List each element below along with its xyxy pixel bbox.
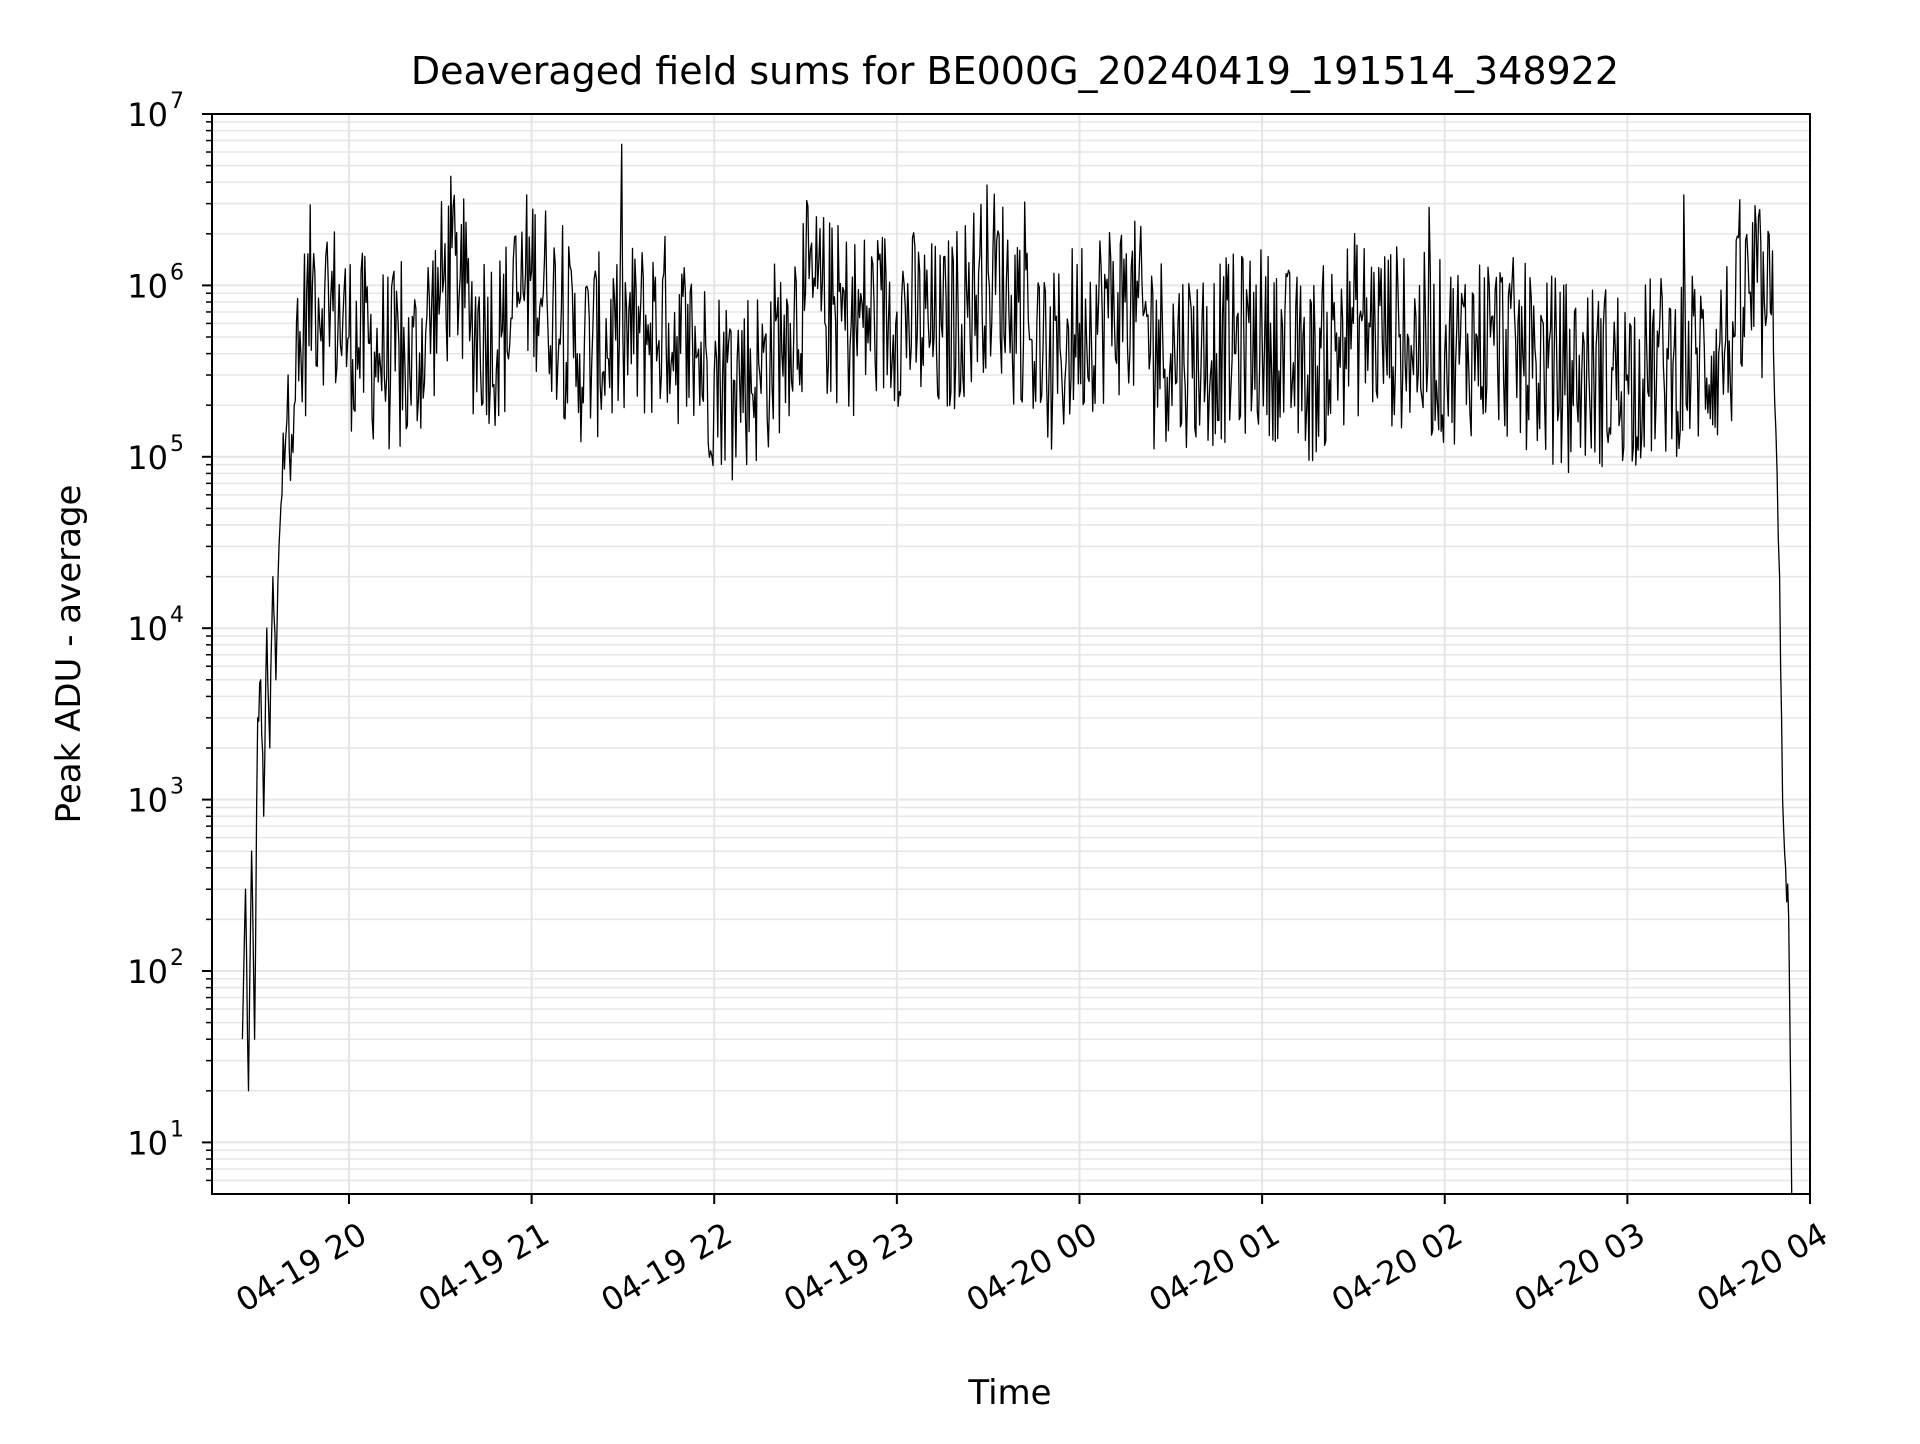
- y-tick-exponent: 7: [170, 89, 184, 114]
- y-tick-label: 10: [127, 953, 168, 991]
- y-axis-label: Peak ADU - average: [49, 485, 89, 824]
- y-tick-exponent: 6: [170, 260, 184, 285]
- y-tick-label: 10: [127, 782, 168, 820]
- x-tick-label: 04-20 03: [1508, 1215, 1652, 1320]
- y-tick-exponent: 5: [170, 432, 184, 457]
- x-tick-label: 04-20 02: [1325, 1215, 1469, 1320]
- y-tick-label: 10: [127, 267, 168, 305]
- y-tick-exponent: 2: [170, 946, 184, 971]
- series-layer: [241, 143, 1793, 1195]
- x-axis: 04-19 20 04-19 21 04-19 22 04-19 23 04-20 00…: [229, 1194, 1834, 1320]
- x-tick-label: 04-19 22: [595, 1215, 739, 1320]
- y-tick-label: 10: [127, 1124, 168, 1162]
- y-tick-exponent: 3: [170, 775, 184, 800]
- x-tick-label: 04-19 20: [229, 1215, 373, 1320]
- y-tick-exponent: 4: [170, 603, 184, 628]
- x-tick-label: 04-19 23: [777, 1215, 921, 1320]
- x-tick-label: 04-19 21: [412, 1215, 556, 1320]
- x-tick-label: 04-20 04: [1690, 1215, 1834, 1320]
- chart-title: Deaveraged field sums for BE000G_2024041…: [411, 49, 1619, 93]
- x-tick-label: 04-20 00: [960, 1215, 1104, 1320]
- y-tick-label: 10: [127, 96, 168, 134]
- y-tick-label: 10: [127, 439, 168, 477]
- grid-layer: [212, 113, 1811, 1194]
- x-axis-label: Time: [967, 1373, 1051, 1413]
- y-tick-exponent: 1: [170, 1117, 184, 1142]
- series-line: [241, 143, 1793, 1195]
- x-tick-label: 04-20 01: [1143, 1215, 1287, 1320]
- plot-frame: [211, 113, 1811, 1195]
- y-tick-label: 10: [127, 610, 168, 648]
